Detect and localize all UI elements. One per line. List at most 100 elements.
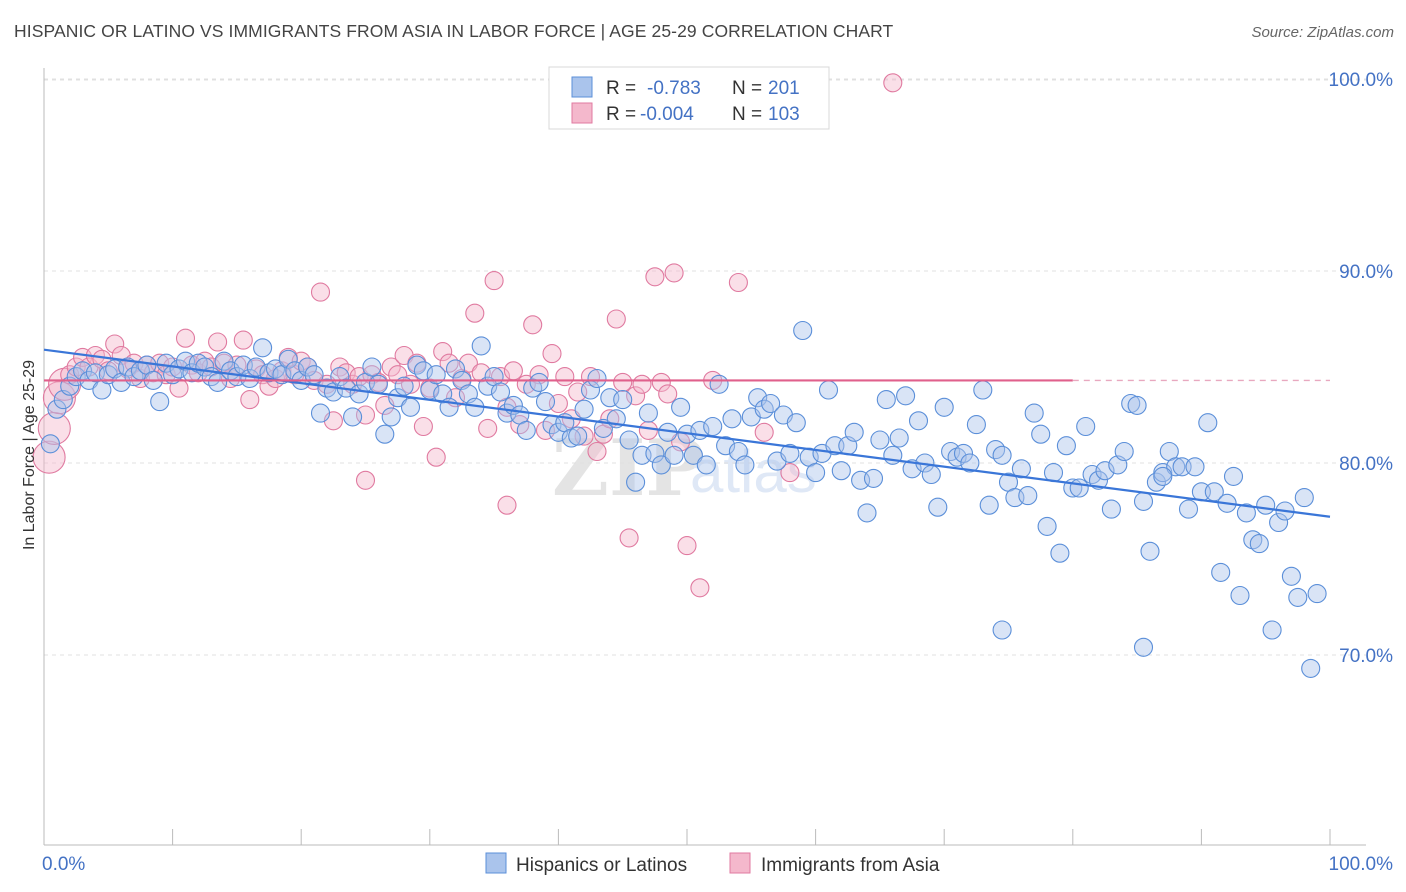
asia-point: [664, 263, 684, 283]
series-legend: Hispanics or Latinos Immigrants from Asi…: [485, 852, 940, 876]
hispanic-point: [535, 392, 556, 412]
hispanic-point: [208, 372, 228, 392]
hispanic-point: [716, 436, 736, 456]
hispanic-point: [394, 376, 414, 396]
hispanic-point: [1101, 499, 1121, 519]
hispanic-point: [979, 495, 999, 515]
hispanic-point: [761, 393, 781, 414]
hispanic-point: [1256, 495, 1276, 515]
asia-point: [587, 441, 607, 462]
hispanic-point: [118, 357, 138, 377]
hispanic-point: [1024, 403, 1044, 423]
hispanic-point: [310, 403, 331, 423]
hispanic-point: [1140, 541, 1160, 561]
y-axis-title: In Labor Force | Age 25-29: [21, 360, 38, 550]
hispanic-point: [928, 497, 948, 517]
hispanic-point: [1076, 416, 1096, 437]
hispanic-point: [246, 357, 266, 377]
asia-point: [677, 536, 697, 556]
hispanic-point: [683, 445, 703, 465]
hispanic-point: [934, 397, 954, 417]
hispanic-point: [1121, 393, 1141, 414]
y-tick-label-80: 80.0%: [1339, 454, 1393, 475]
hispanic-point: [1301, 658, 1321, 678]
hispanic-point: [1198, 413, 1218, 433]
y-tick-label-70: 70.0%: [1339, 646, 1393, 667]
hispanic-point: [806, 463, 826, 483]
asia-point: [426, 447, 446, 467]
hispanic-point: [362, 357, 382, 377]
hispanic-point: [471, 336, 491, 356]
asia-point: [465, 303, 485, 323]
hispanic-point: [278, 349, 298, 369]
hispanic-point: [953, 443, 974, 463]
asia-point: [632, 374, 652, 394]
hispanic-point: [613, 390, 633, 410]
hispanic-point: [1018, 486, 1038, 506]
hispanic-point: [876, 390, 896, 410]
hispanic-point: [574, 399, 594, 419]
asia-point: [478, 418, 498, 438]
series-immigrants-from-asia: [32, 73, 903, 598]
x-tick-label-min: 0.0%: [42, 854, 85, 875]
asia-point: [626, 386, 646, 406]
asia-point: [259, 376, 279, 396]
x-tick-label-max: 100.0%: [1329, 854, 1394, 875]
y-tick-label-90: 90.0%: [1339, 262, 1393, 283]
hispanic-point: [786, 413, 806, 433]
hispanic-point: [626, 472, 646, 492]
hispanic-point: [966, 415, 986, 435]
asia-point: [362, 365, 382, 385]
asia-point: [619, 528, 639, 548]
legend-n-label-blue: N =: [732, 78, 762, 99]
asia-point: [645, 267, 665, 287]
hispanic-point: [1127, 395, 1147, 415]
legend-r-value-pink: -0.004: [640, 104, 694, 125]
asia-point: [413, 416, 433, 437]
asia-point: [60, 365, 80, 385]
bottom-legend-swatch-pink: [729, 852, 751, 874]
hispanic-point: [1031, 424, 1051, 444]
hispanic-point: [381, 407, 401, 427]
hispanic-point: [1249, 534, 1269, 554]
hispanic-point: [343, 407, 363, 427]
hispanic-point: [1230, 585, 1250, 606]
hispanic-point: [40, 434, 60, 454]
legend-box: [548, 66, 830, 130]
hispanic-point: [709, 374, 729, 394]
legend-swatch-pink: [571, 102, 593, 124]
hispanic-point: [664, 445, 684, 465]
asia-point: [240, 390, 260, 410]
hispanic-point: [1095, 461, 1115, 481]
hispanic-point: [619, 430, 639, 450]
asia-point: [484, 271, 504, 291]
asia-point: [105, 334, 125, 354]
hispanic-point: [214, 351, 234, 371]
hispanic-point: [47, 399, 67, 419]
hispanic-point: [1281, 566, 1301, 586]
hispanic-point: [638, 403, 658, 423]
bottom-legend-swatch-blue: [485, 852, 507, 874]
hispanic-point: [561, 428, 581, 448]
hispanic-point: [478, 376, 498, 396]
asia-point: [175, 328, 196, 348]
asia-point: [503, 361, 523, 381]
axes: [43, 68, 1366, 846]
hispanic-point: [60, 376, 80, 396]
legend-n-value-pink: 103: [768, 104, 800, 125]
bottom-legend-label-blue: Hispanics or Latinos: [516, 855, 687, 876]
hispanic-point: [651, 455, 671, 475]
hispanic-point: [1133, 637, 1154, 657]
asia-point: [497, 495, 517, 515]
legend-r-label-blue: R =: [606, 78, 636, 99]
hispanic-point: [1178, 499, 1199, 519]
asia-point: [613, 372, 633, 392]
asia-point: [42, 381, 76, 415]
hispanic-point: [1037, 516, 1057, 536]
asia-point: [208, 332, 228, 352]
hispanic-point: [992, 445, 1012, 465]
hispanic-point: [1185, 457, 1205, 477]
source-label: Source: ZipAtlas.com: [1251, 24, 1394, 41]
hispanic-point: [400, 397, 421, 417]
